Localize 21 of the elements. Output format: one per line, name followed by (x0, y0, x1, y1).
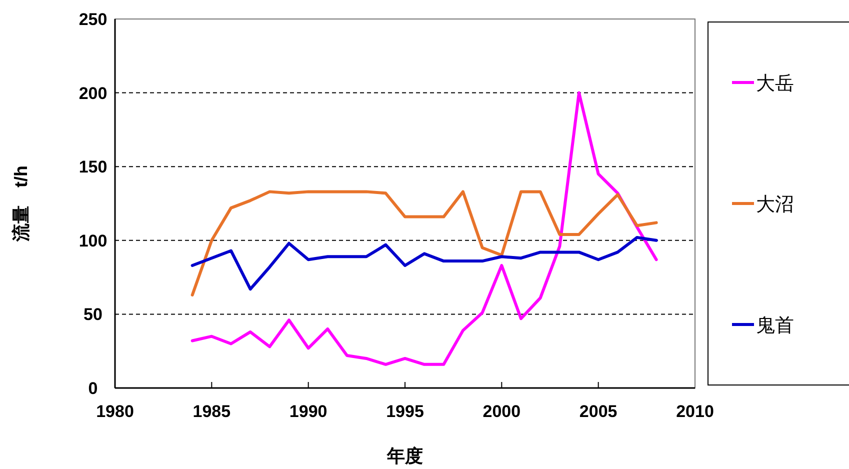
y-tick-label: 100 (78, 231, 108, 250)
y-tick-label: 150 (78, 158, 108, 177)
line-series (190, 236, 658, 291)
x-tick-label: 2005 (579, 402, 618, 421)
y-tick-label: 250 (78, 10, 108, 29)
x-tick-label: 1980 (96, 402, 134, 421)
x-tick-label: 2000 (482, 402, 521, 421)
x-tick-label: 1985 (192, 402, 231, 421)
y-tick-label: 200 (78, 84, 108, 103)
x-tick-label: 1995 (386, 402, 424, 421)
y-tick-label: 0 (88, 379, 98, 398)
legend-label: 大岳 (756, 74, 794, 94)
legend-label: 鬼首 (756, 316, 794, 336)
legend-label: 大沼 (756, 194, 794, 216)
y-axis-title: 流量 t/h (11, 166, 31, 242)
x-axis-title: 年度 (386, 446, 423, 466)
line-series (190, 190, 658, 297)
line-series (190, 91, 658, 366)
x-tick-label: 2010 (676, 402, 714, 421)
x-tick-label: 1990 (289, 402, 328, 421)
y-tick-label: 50 (84, 305, 102, 324)
